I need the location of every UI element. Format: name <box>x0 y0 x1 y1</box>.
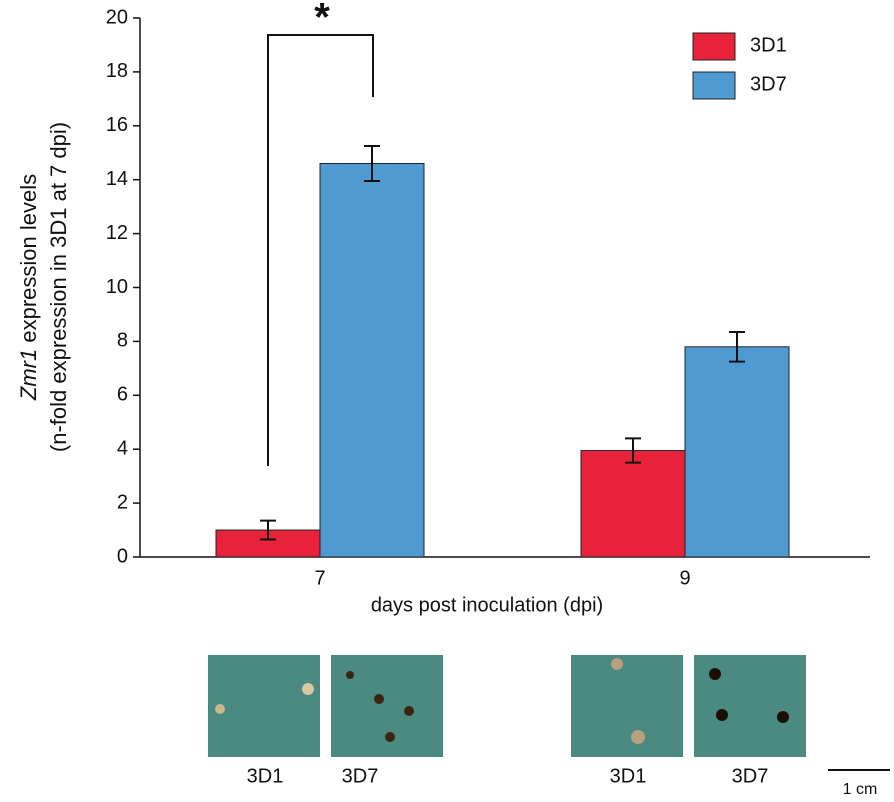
photos <box>208 655 806 757</box>
x-axis-label: days post inoculation (dpi) <box>371 594 603 616</box>
y-label-rest: expression levels <box>16 174 41 349</box>
y-tick-label: 2 <box>117 491 128 513</box>
y-tick-label: 4 <box>117 437 128 459</box>
y-axis-label-2: (n-fold expression in 3D1 at 7 dpi) <box>46 122 71 452</box>
error-bar <box>625 437 641 464</box>
y-label-italic: Zmr1 <box>16 349 41 401</box>
error-bar <box>729 330 745 363</box>
significance-mark: * <box>314 0 330 40</box>
significance-bracket <box>267 34 374 466</box>
bar <box>580 450 686 558</box>
colony <box>716 709 728 721</box>
colony <box>611 658 623 670</box>
colony <box>215 704 225 714</box>
y-tick-label: 20 <box>106 6 128 28</box>
photo <box>571 655 683 757</box>
y-tick-label: 18 <box>106 60 128 82</box>
y-tick-label: 12 <box>106 222 128 244</box>
x-tick-label: 9 <box>679 567 690 589</box>
scale-bar-label: 1 cm <box>843 781 878 798</box>
colony <box>302 683 314 695</box>
legend-label: 3D7 <box>750 73 787 95</box>
bar <box>319 163 425 558</box>
colony <box>346 671 354 679</box>
colony <box>777 711 789 723</box>
image-label: 3D7 <box>732 765 769 787</box>
y-tick-label: 10 <box>106 276 128 298</box>
bar <box>684 346 790 558</box>
y-tick-label: 14 <box>106 168 128 190</box>
colony <box>709 668 721 680</box>
y-tick-label: 16 <box>106 114 128 136</box>
error-bar <box>364 145 380 183</box>
colony <box>404 706 414 716</box>
colony <box>374 694 384 704</box>
image-label: 3D1 <box>610 765 647 787</box>
legend-swatch <box>692 71 736 100</box>
colony <box>385 732 395 742</box>
colony <box>631 730 645 744</box>
legend-label: 3D1 <box>750 34 787 56</box>
x-tick-label: 7 <box>314 567 325 589</box>
legend-swatch <box>692 32 736 61</box>
y-axis-label: Zmr1 expression levels <box>16 174 41 401</box>
photo <box>208 655 320 757</box>
error-bar <box>260 519 276 541</box>
y-tick-label: 0 <box>117 545 128 567</box>
image-label: 3D7 <box>342 765 379 787</box>
y-tick-label: 8 <box>117 330 128 352</box>
photo <box>331 655 443 757</box>
image-label: 3D1 <box>247 765 284 787</box>
y-tick-label: 6 <box>117 384 128 406</box>
